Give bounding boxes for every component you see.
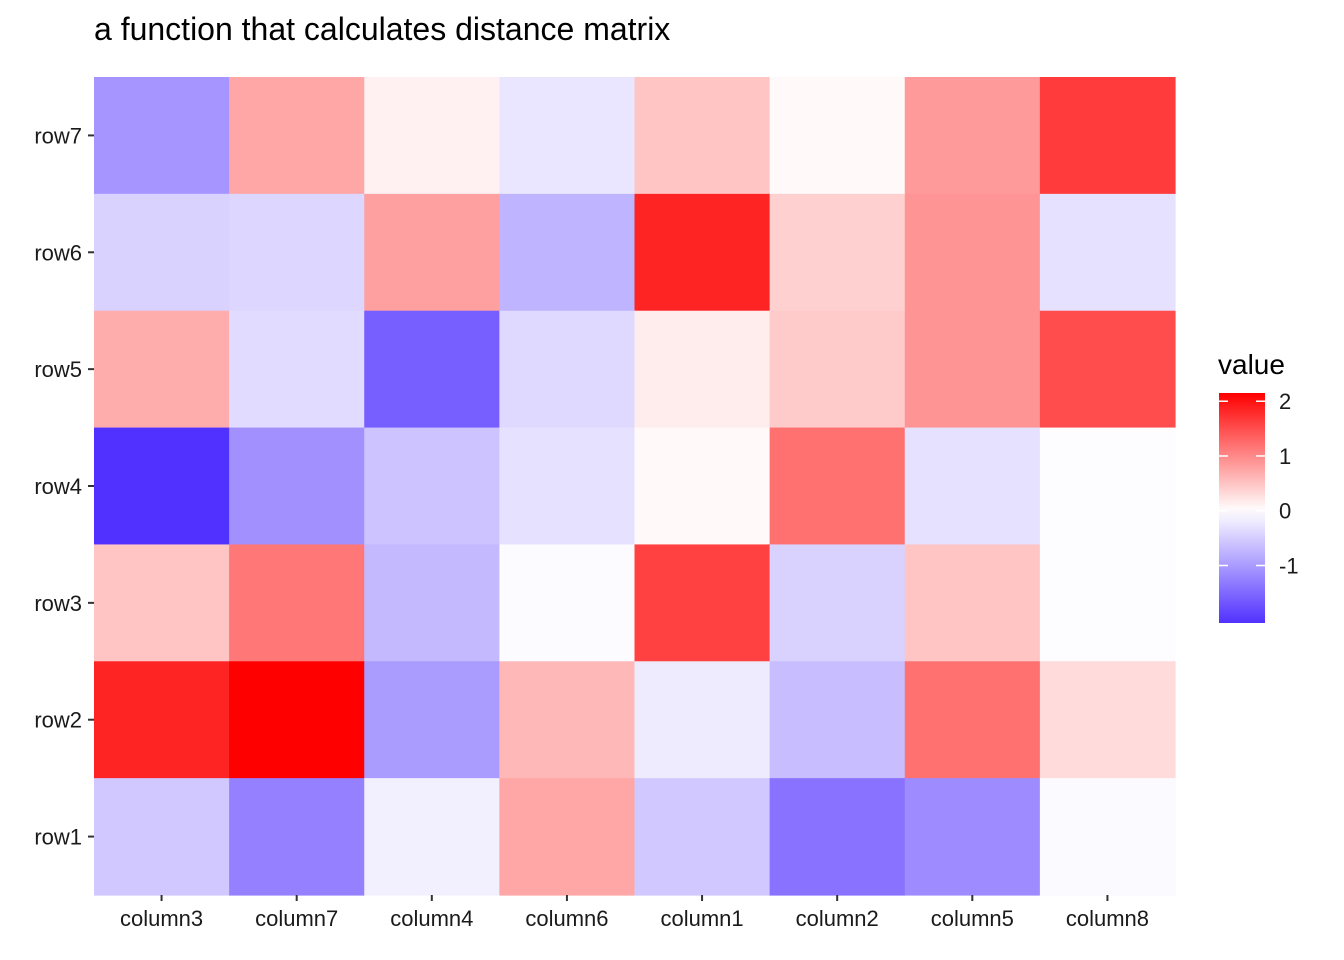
heatmap-cell-row4-column5 xyxy=(904,427,1041,546)
legend-ticks: 2 1 0 -1 xyxy=(1219,389,1299,579)
legend-tick-label: 2 xyxy=(1279,389,1291,414)
heatmap-cell-row1-column7 xyxy=(229,778,365,896)
heatmap-cell-row6-column6 xyxy=(499,193,636,312)
heatmap-cell-row1-column1 xyxy=(634,778,771,896)
heatmap-cell-row1-column4 xyxy=(364,778,500,896)
heatmap-cell-row1-column5 xyxy=(904,778,1041,896)
heatmap-cell-row5-column6 xyxy=(499,310,636,429)
x-tick-label-column4: column4 xyxy=(390,906,473,931)
heatmap-cell-row3-column4 xyxy=(364,544,500,662)
heatmap-cell-row2-column5 xyxy=(904,661,1041,779)
y-tick-label-row5: row5 xyxy=(34,357,82,382)
heatmap-cell-row7-column1 xyxy=(634,77,771,195)
x-tick-label-column5: column5 xyxy=(931,906,1014,931)
heatmap-cell-row5-column3 xyxy=(94,310,230,429)
heatmap-cell-row5-column2 xyxy=(769,310,906,429)
heatmap-cell-row4-column1 xyxy=(634,427,771,546)
heatmap-cell-row2-column2 xyxy=(769,661,906,779)
x-axis: column3 column7 column4 column6 column1 colum… xyxy=(120,895,1149,931)
heatmap-cell-row1-column2 xyxy=(769,778,906,896)
heatmap-cell-row2-column6 xyxy=(499,661,636,779)
heatmap-cell-row4-column4 xyxy=(364,427,500,546)
heatmap-cell-row4-column3 xyxy=(94,427,230,546)
heatmap-cell-row7-column4 xyxy=(364,77,500,195)
heatmap-cell-row6-column7 xyxy=(229,193,365,312)
heatmap-cell-row6-column2 xyxy=(769,193,906,312)
x-tick-label-column3: column3 xyxy=(120,906,203,931)
x-tick-label-column7: column7 xyxy=(255,906,338,931)
chart-title: a function that calculates distance matr… xyxy=(94,11,670,47)
heatmap-cell-row7-column6 xyxy=(499,77,636,195)
heatmap-cell-row7-column8 xyxy=(1039,77,1176,195)
y-tick-label-row1: row1 xyxy=(34,825,82,850)
heatmap-cell-row6-column3 xyxy=(94,193,230,312)
heatmap-cell-row3-column2 xyxy=(769,544,906,662)
y-tick-label-row4: row4 xyxy=(34,474,82,499)
heatmap-cell-row6-column8 xyxy=(1039,193,1176,312)
legend-title: value xyxy=(1218,349,1285,380)
heatmap-cell-row7-column2 xyxy=(769,77,906,195)
heatmap-cell-row3-column5 xyxy=(904,544,1041,662)
heatmap-cell-row7-column3 xyxy=(94,77,230,195)
heatmap-cell-row1-column8 xyxy=(1039,778,1176,896)
heatmap-cell-row2-column1 xyxy=(634,661,771,779)
heatmap-cell-row2-column4 xyxy=(364,661,500,779)
heatmap-cell-row3-column3 xyxy=(94,544,230,662)
heatmap-cell-row3-column7 xyxy=(229,544,365,662)
y-tick-label-row2: row2 xyxy=(34,708,82,733)
heatmap-cell-row4-column2 xyxy=(769,427,906,546)
heatmap-cell-row5-column1 xyxy=(634,310,771,429)
heatmap-cell-row4-column6 xyxy=(499,427,636,546)
x-tick-label-column6: column6 xyxy=(525,906,608,931)
heatmap-cell-row7-column5 xyxy=(904,77,1041,195)
heatmap-cell-row3-column6 xyxy=(499,544,636,662)
color-legend: value 2 1 0 -1 xyxy=(1218,349,1299,623)
y-tick-label-row6: row6 xyxy=(34,240,82,265)
y-tick-label-row7: row7 xyxy=(34,123,82,148)
legend-colorbar xyxy=(1219,393,1265,623)
y-tick-label-row3: row3 xyxy=(34,591,82,616)
x-tick-label-column2: column2 xyxy=(796,906,879,931)
heatmap-cell-row3-column1 xyxy=(634,544,771,662)
heatmap-cell-row7-column7 xyxy=(229,77,365,195)
heatmap-cell-row5-column4 xyxy=(364,310,500,429)
heatmap-cell-row6-column5 xyxy=(904,193,1041,312)
legend-tick-label: -1 xyxy=(1279,554,1299,579)
legend-tick-label: 0 xyxy=(1279,499,1291,524)
heatmap-cell-row1-column6 xyxy=(499,778,636,896)
heatmap-cell-row6-column1 xyxy=(634,193,771,312)
heatmap-cell-row4-column7 xyxy=(229,427,365,546)
heatmap-cell-row5-column5 xyxy=(904,310,1041,429)
heatmap-cells xyxy=(94,77,1176,896)
x-tick-label-column1: column1 xyxy=(660,906,743,931)
heatmap-cell-row2-column8 xyxy=(1039,661,1176,779)
x-tick-label-column8: column8 xyxy=(1066,906,1149,931)
heatmap-cell-row5-column8 xyxy=(1039,310,1176,429)
heatmap-cell-row6-column4 xyxy=(364,193,500,312)
heatmap-cell-row5-column7 xyxy=(229,310,365,429)
heatmap-cell-row3-column8 xyxy=(1039,544,1176,662)
y-axis: row7 row6 row5 row4 row3 row2 row1 xyxy=(34,123,94,850)
heatmap-cell-row4-column8 xyxy=(1039,427,1176,546)
heatmap-cell-row2-column7 xyxy=(229,661,365,779)
heatmap-cell-row1-column3 xyxy=(94,778,230,896)
heatmap-cell-row2-column3 xyxy=(94,661,230,779)
legend-tick-label: 1 xyxy=(1279,444,1291,469)
